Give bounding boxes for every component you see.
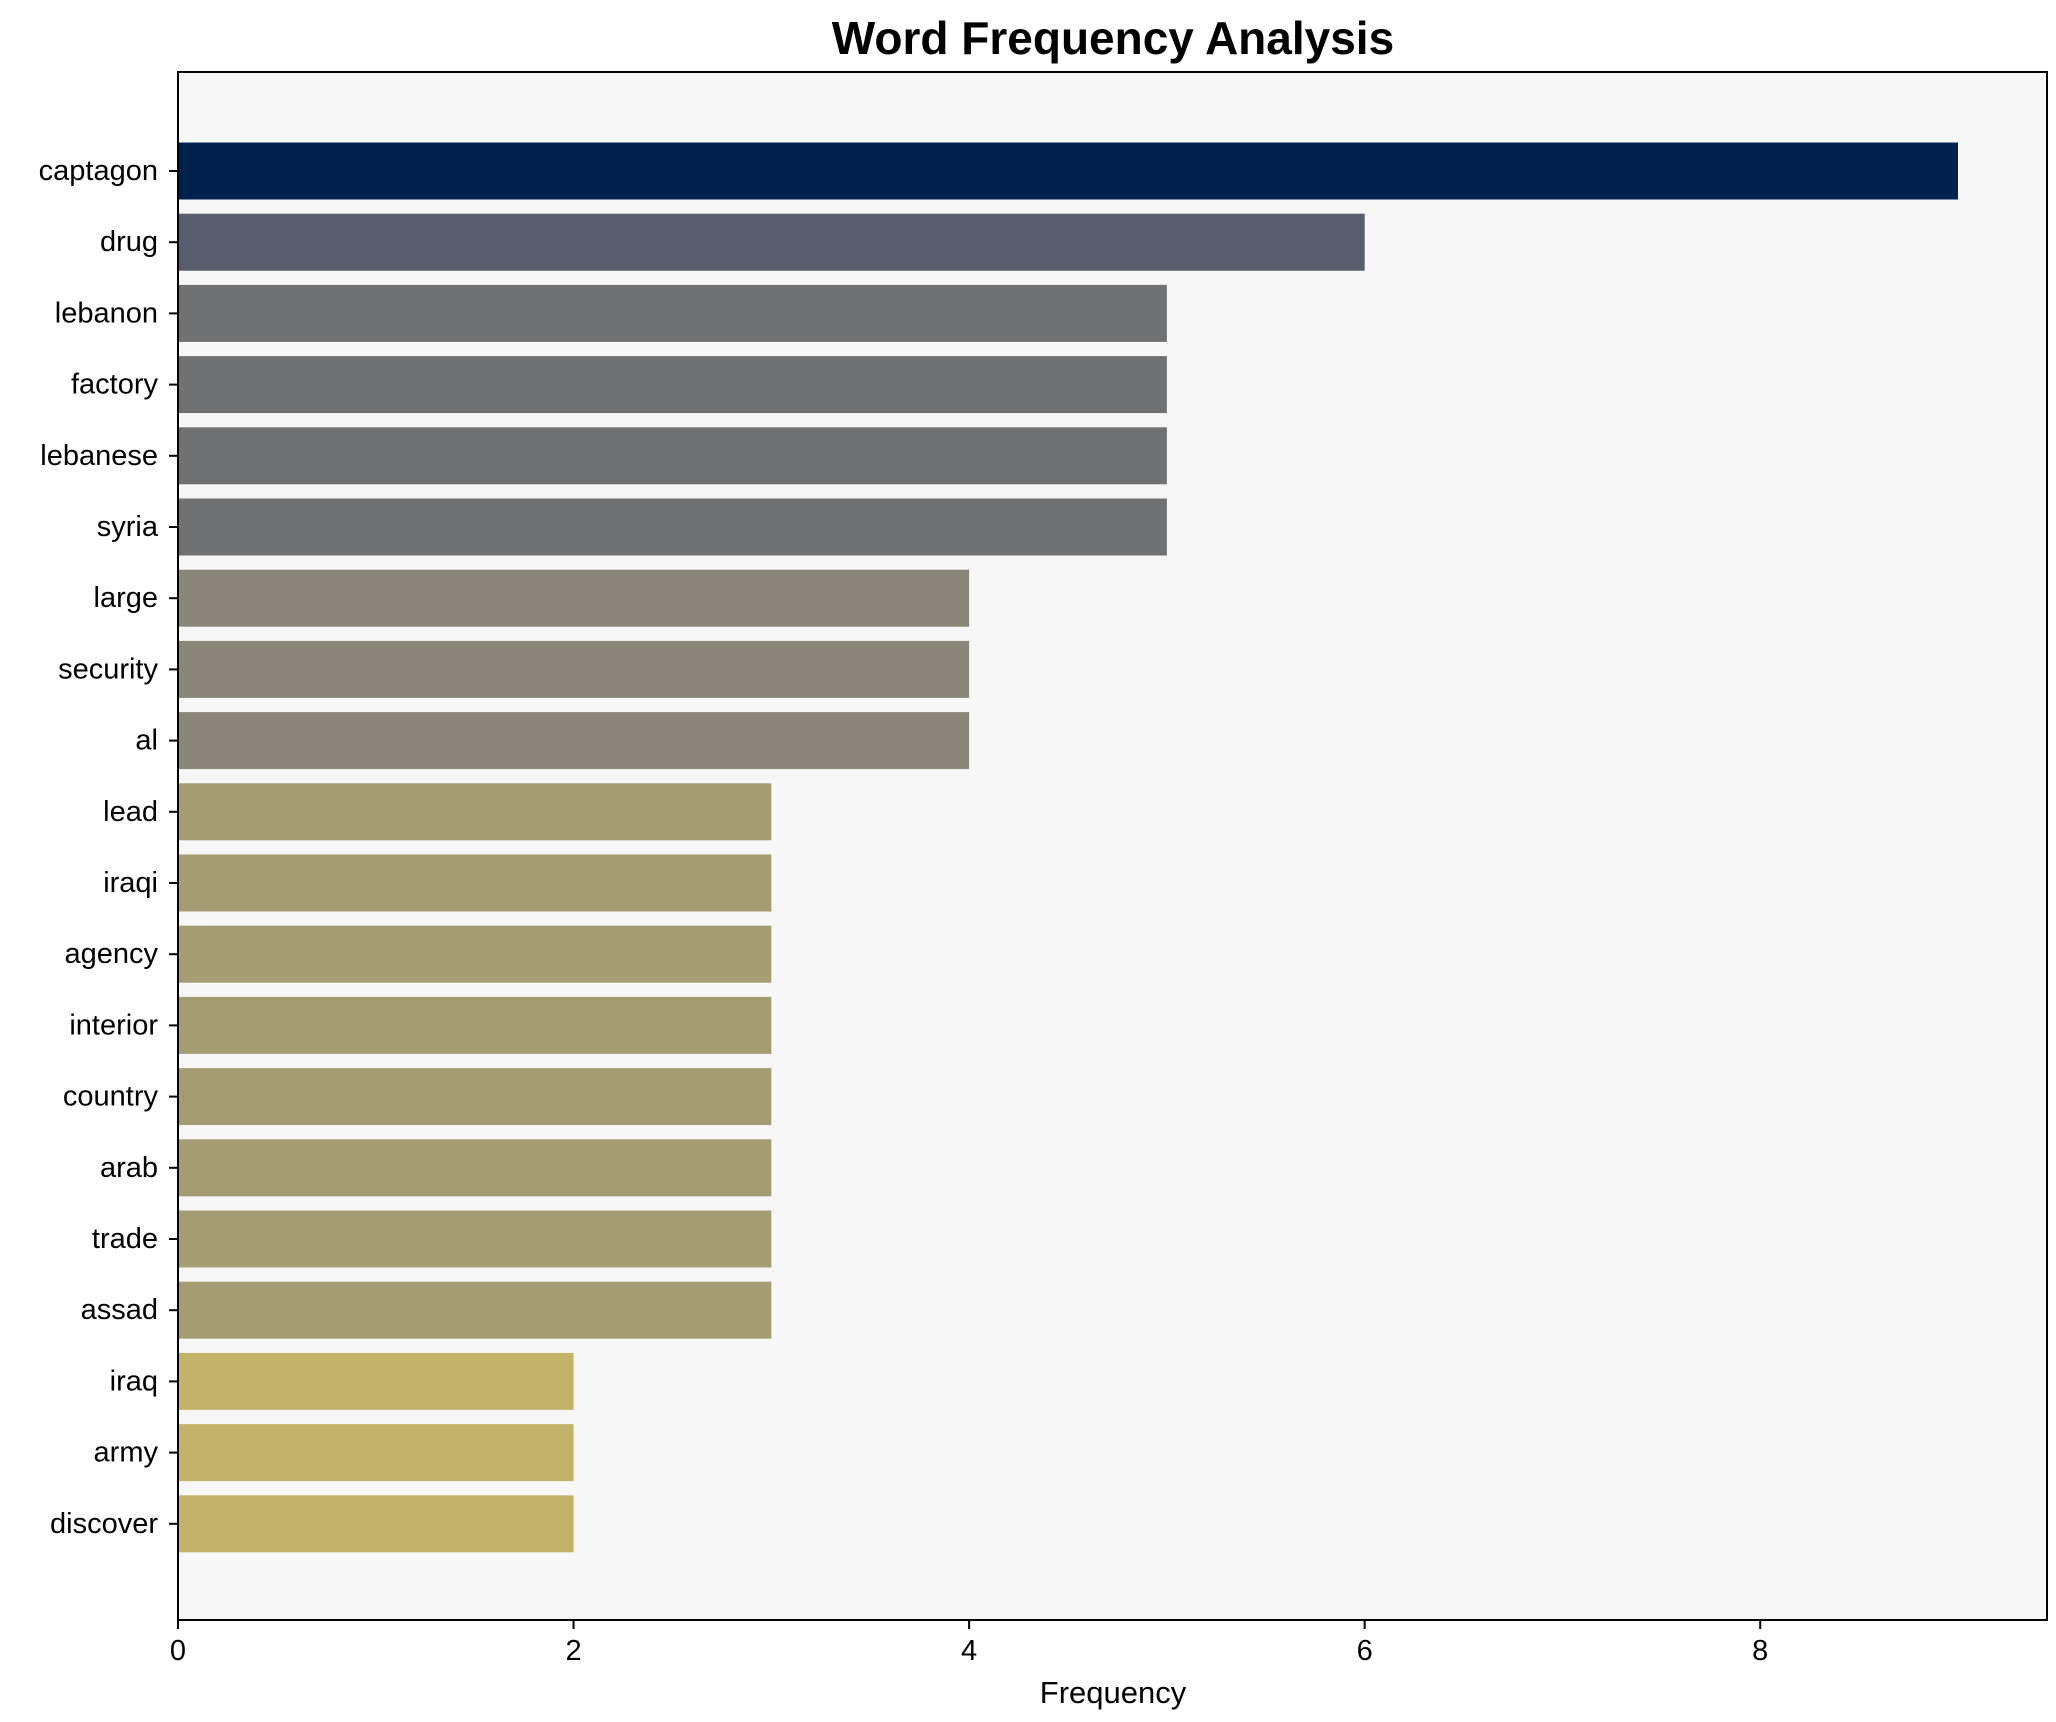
y-tick-label: lebanon: [55, 297, 158, 329]
y-axis-ticks: captagon drug lebanon factory lebanese syria l…: [39, 155, 178, 1540]
y-tick-label: interior: [69, 1009, 158, 1041]
bar-al: [178, 712, 970, 770]
bar-lead: [178, 783, 772, 841]
bar-lebanon: [178, 284, 1167, 342]
bar-factory: [178, 356, 1167, 414]
y-tick-label: lebanese: [40, 440, 158, 472]
y-tick-label: army: [94, 1437, 159, 1469]
bar-discover: [178, 1495, 574, 1553]
bar-iraq: [178, 1352, 574, 1410]
plot-frame: [177, 71, 2048, 1621]
bar-lebanese: [178, 427, 1167, 485]
bar-drug: [178, 213, 1365, 271]
bar-large: [178, 569, 970, 627]
y-tick-label: large: [94, 582, 159, 614]
x-axis-ticks: 0 2 4 6 8: [170, 1620, 1768, 1667]
chart-title: Word Frequency Analysis: [832, 12, 1394, 64]
x-tick-label: 0: [170, 1635, 186, 1667]
bar-syria: [178, 498, 1167, 556]
x-axis-label: Frequency: [1040, 1675, 1187, 1710]
y-tick-label: factory: [71, 369, 159, 401]
bar-agency: [178, 925, 772, 983]
bar-iraqi: [178, 854, 772, 912]
y-tick-label: country: [63, 1081, 159, 1113]
y-tick-label: discover: [50, 1508, 158, 1540]
bars-group: [178, 142, 1958, 1553]
x-tick-label: 4: [961, 1635, 977, 1667]
y-tick-label: iraq: [110, 1365, 158, 1397]
bar-arab: [178, 1139, 772, 1197]
bar-country: [178, 1068, 772, 1126]
y-tick-label: syria: [97, 511, 159, 543]
x-tick-label: 2: [565, 1635, 581, 1667]
y-tick-label: al: [135, 725, 158, 757]
x-tick-label: 6: [1357, 1635, 1373, 1667]
y-tick-label: assad: [81, 1294, 158, 1326]
y-tick-label: trade: [92, 1223, 158, 1255]
y-tick-label: agency: [64, 938, 158, 970]
y-tick-label: lead: [103, 796, 158, 828]
bar-trade: [178, 1210, 772, 1268]
y-tick-label: arab: [100, 1152, 158, 1184]
y-tick-label: security: [58, 653, 158, 685]
bar-security: [178, 640, 970, 698]
x-tick-label: 8: [1752, 1635, 1768, 1667]
y-tick-label: iraqi: [103, 867, 158, 899]
bar-interior: [178, 996, 772, 1054]
bar-army: [178, 1424, 574, 1482]
y-tick-label: drug: [100, 226, 158, 258]
bar-assad: [178, 1281, 772, 1339]
y-tick-label: captagon: [39, 155, 158, 187]
bar-captagon: [178, 142, 1958, 200]
